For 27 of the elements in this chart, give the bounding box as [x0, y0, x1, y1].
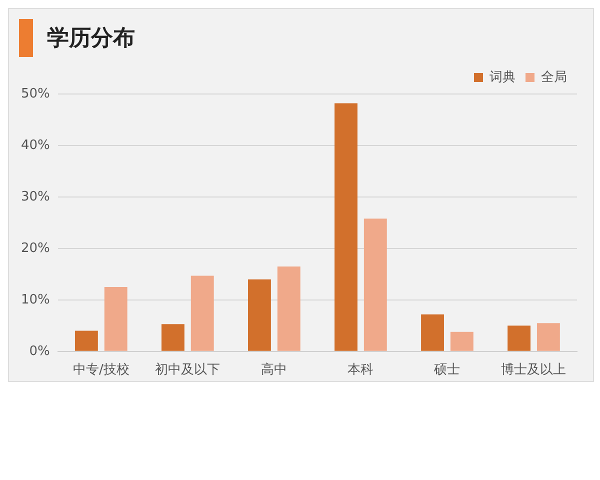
bar [190, 276, 214, 351]
y-tick-label: 30% [20, 189, 50, 204]
bar [364, 218, 387, 351]
x-tick-label: 硕士 [433, 362, 460, 378]
y-tick-label: 0% [29, 344, 50, 359]
bar [74, 330, 98, 351]
bar [334, 103, 358, 351]
y-tick-label: 20% [20, 240, 50, 256]
x-tick-label: 本科 [348, 362, 374, 378]
legend-label: 全局 [541, 70, 567, 85]
bar [450, 332, 474, 351]
x-tick-label: 中专/技校 [72, 362, 130, 378]
x-tick-label: 初中及以下 [155, 362, 220, 378]
x-tick-label: 高中 [261, 362, 288, 378]
bar [536, 323, 560, 351]
x-tick-label: 博士及以上 [501, 362, 566, 378]
bar [248, 279, 271, 351]
bar [104, 287, 128, 351]
legend-label: 词典 [490, 70, 516, 85]
bar [421, 314, 444, 351]
chart-title: 学历分布 [47, 25, 135, 53]
bar [508, 326, 531, 351]
y-tick-label: 40% [20, 138, 50, 153]
bar [277, 266, 300, 351]
y-tick-label: 10% [20, 292, 50, 308]
y-tick-label: 50% [20, 86, 50, 102]
bar [161, 324, 184, 351]
